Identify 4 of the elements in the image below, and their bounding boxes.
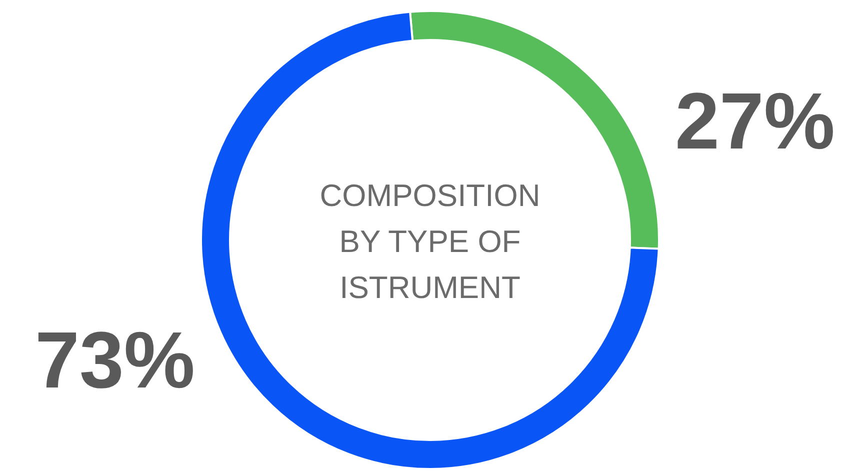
data-label: 73% [34,315,196,404]
data-label: 27% [674,76,836,166]
text: COMPOSITION BY TYPE OF ISTRUMENT [320,178,540,305]
donut-slice [200,10,660,470]
